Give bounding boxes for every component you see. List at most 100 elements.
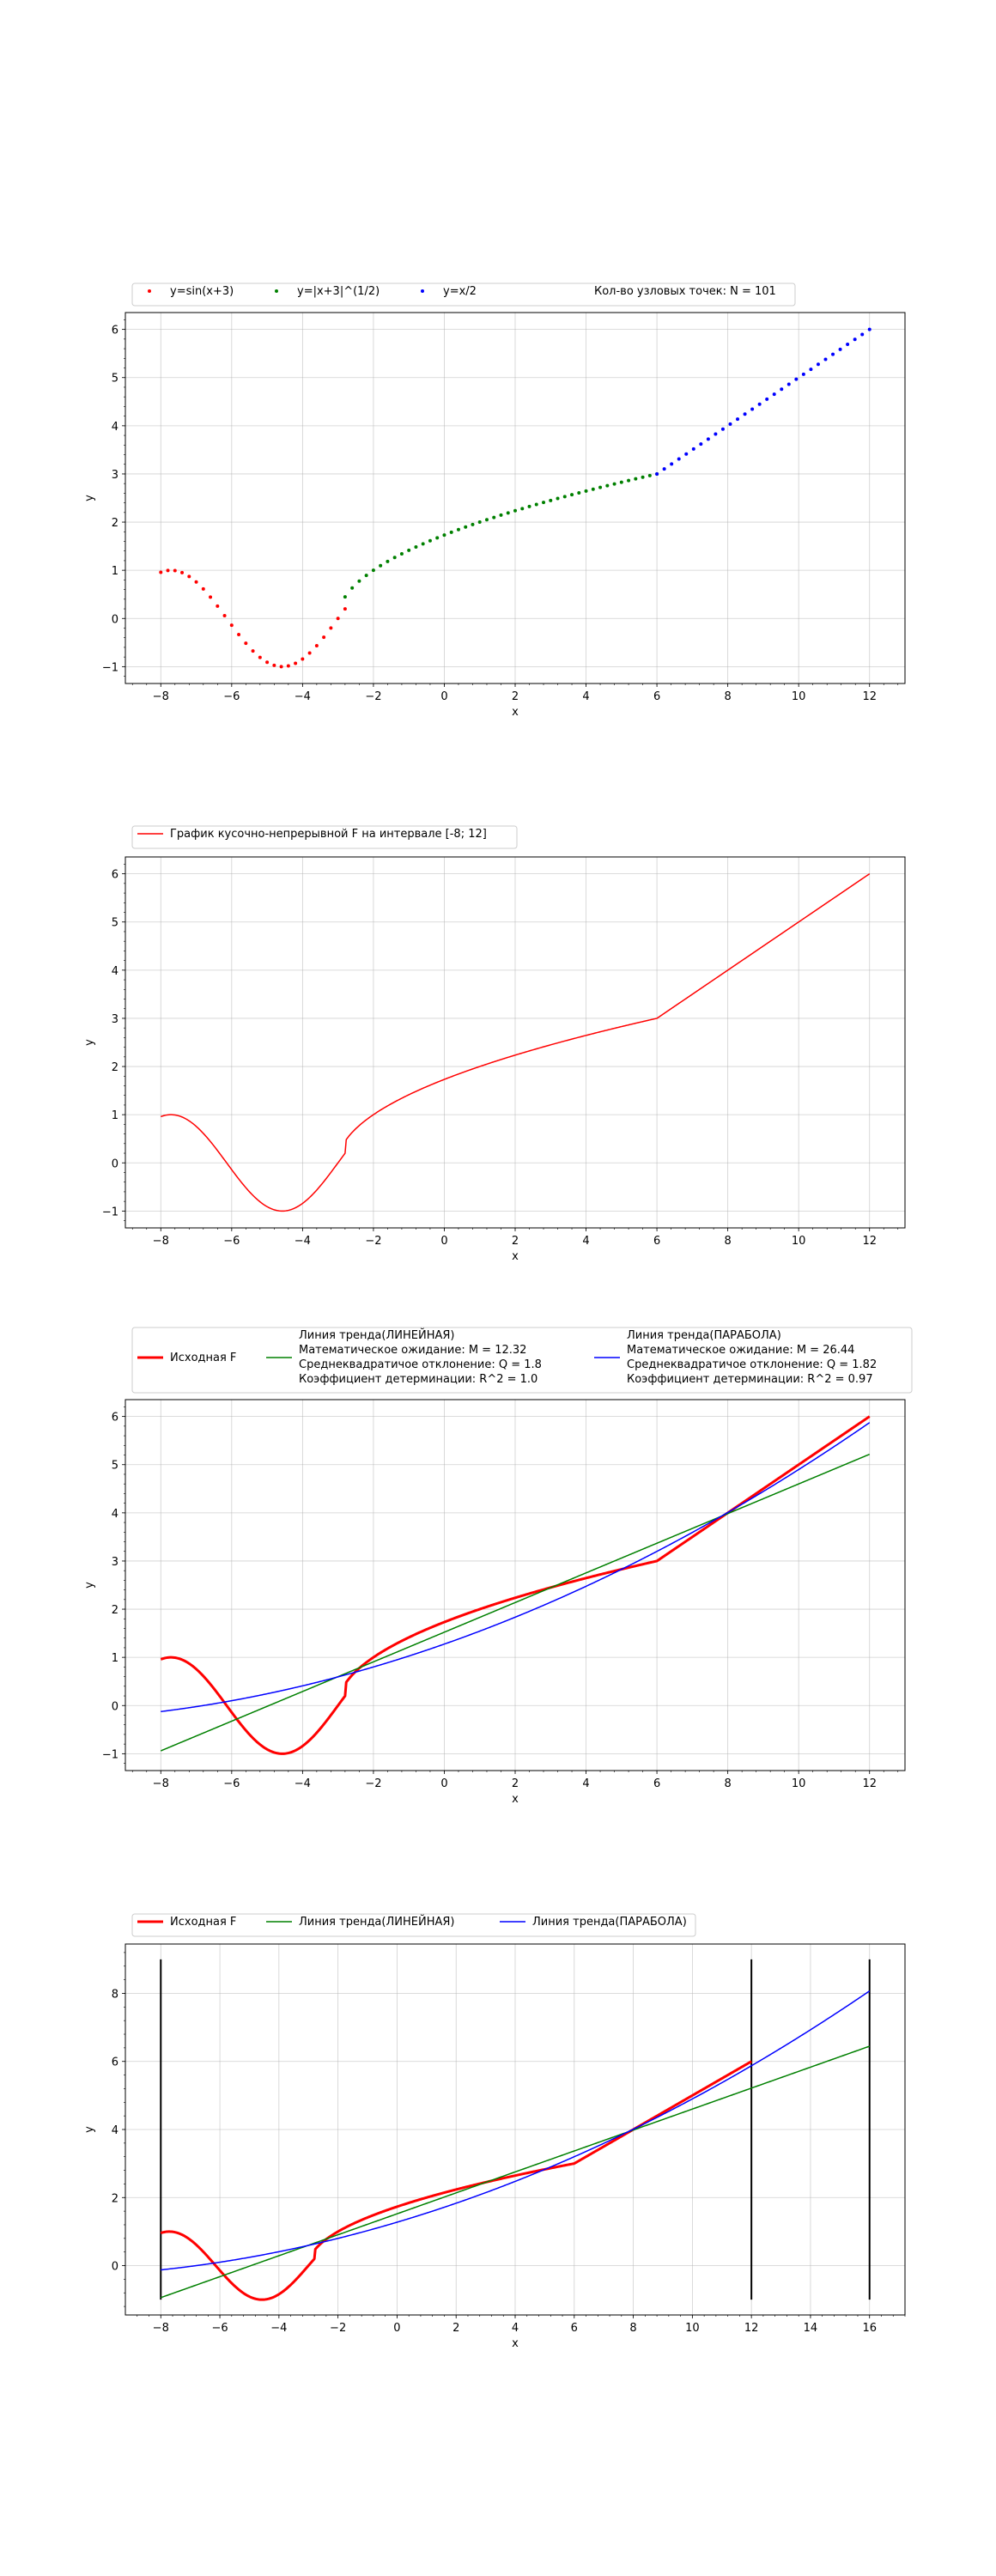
data-point [329,626,333,630]
data-point [492,515,496,519]
plot-content [159,327,872,669]
x-tick-label: 14 [804,2322,818,2335]
legend-box [131,825,518,849]
x-tick-label: −4 [270,2322,287,2335]
data-point [244,641,248,646]
x-tick-label: 10 [792,1235,806,1248]
x-tick-label: 8 [724,1777,731,1790]
data-point [634,477,638,481]
grid [125,1400,905,1771]
data-point [534,502,538,507]
legend: Исходная F Линия тренда(ЛИНЕЙНАЯ) Математи… [131,1327,913,1394]
y-tick-label: 3 [112,1013,118,1026]
data-point [647,473,652,477]
x-axis-label: x [512,1250,519,1263]
x-tick-label: 2 [452,2322,459,2335]
y-tick-label: 0 [112,2261,118,2274]
plot-frame [125,1943,906,2316]
data-point [562,495,567,499]
grid [125,857,905,1228]
data-point [670,462,674,466]
data-point [364,574,368,578]
legend-label: Исходная F [170,1916,236,1929]
y-tick-label: 0 [112,1700,118,1713]
y-tick-label: 4 [112,1508,118,1521]
legend-box [131,283,796,307]
data-point [757,402,762,406]
plot-frame [125,312,906,684]
legend-label: Коэффициент детерминации: R^2 = 1.0 [299,1373,537,1386]
y-tick-label: 0 [112,613,118,626]
x-tick-label: −8 [153,1777,169,1790]
y-tick-label: 0 [112,1157,118,1170]
series-line-linear [160,1453,871,1752]
data-point [173,568,177,573]
x-tick-label: 6 [653,690,660,703]
x-tick-label: 0 [393,2322,400,2335]
y-tick-label: −1 [102,1748,118,1761]
data-point [662,467,666,471]
data-point [187,574,191,579]
legend-label: Среднеквадратичое отклонение: Q = 1.82 [627,1358,877,1371]
x-tick-label: −4 [295,1235,311,1248]
data-point [794,377,799,381]
x-tick-label: −2 [365,1777,381,1790]
y-tick-label: 5 [112,917,118,930]
y-tick-label: 1 [112,1652,118,1665]
chart-4: −8 −6 −4 −2 0 2 4 6 8 10 12 14 16 0 2 4 6 8 x y Исходная F Ли… [83,1913,906,2350]
series-half-points [655,327,872,476]
major-ticks [122,1993,871,2318]
plot-content [160,1959,871,2301]
plot-content [160,1415,871,1755]
y-axis-label: y [83,495,96,501]
data-point [506,511,510,515]
data-point [414,545,418,550]
x-tick-label: 4 [582,1777,589,1790]
data-point [772,392,776,397]
legend: График кусочно-непрерывной F на интервал… [131,825,518,849]
plot-content [161,873,871,1212]
data-point [838,347,842,351]
data-point [229,623,234,628]
y-tick-label: −1 [102,661,118,674]
data-point [442,533,446,538]
data-point [619,480,623,484]
data-point [407,548,411,552]
y-tick-label: 6 [112,325,118,337]
legend-label: Математическое ожидание: M = 12.32 [299,1344,526,1357]
data-point [720,427,725,431]
data-point [307,651,312,655]
x-tick-label: −2 [365,690,381,703]
data-point [258,655,262,659]
data-point [706,437,710,441]
legend-marker [421,289,424,293]
data-point [612,482,616,486]
legend-label: График кусочно-непрерывной F на интервал… [170,828,487,841]
data-point [750,407,755,411]
data-point [786,382,791,386]
legend-label: Линия тренда(ПАРАБОЛА) [627,1329,781,1342]
data-point [867,327,872,331]
data-point [823,357,828,361]
minor-ticks [124,1952,906,2317]
data-point [801,372,805,376]
data-point [237,633,241,637]
data-point [577,490,581,495]
data-point [846,343,850,347]
data-point [456,527,460,532]
legend-marker [275,289,278,293]
data-point [222,613,227,617]
y-tick-label: 8 [112,1988,118,2001]
data-point [272,663,276,667]
data-point [499,513,503,517]
data-point [684,452,689,456]
y-tick-label: 1 [112,1109,118,1122]
x-tick-label: 2 [512,1777,519,1790]
series-line-linear [161,2045,870,2299]
x-axis-label: x [512,2337,519,2350]
y-axis-label: y [83,1582,96,1589]
data-point [556,496,560,501]
x-axis-label: x [512,706,519,719]
legend-label: y=|x+3|^(1/2) [297,285,380,298]
x-tick-label: 0 [440,1777,447,1790]
